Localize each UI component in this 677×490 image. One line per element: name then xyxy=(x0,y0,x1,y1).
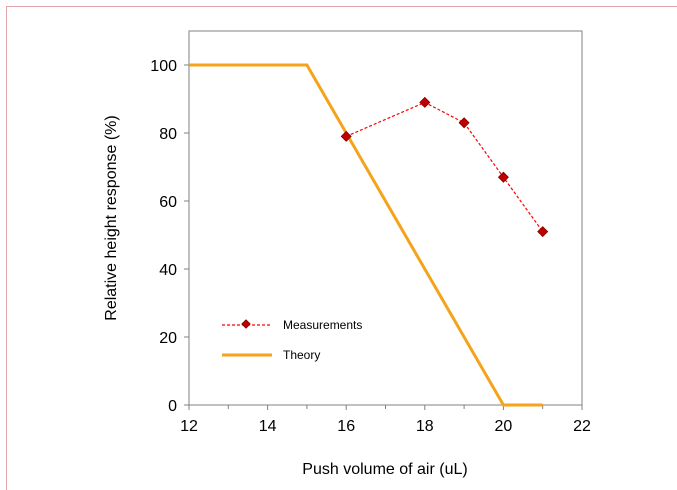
x-tick-label: 12 xyxy=(180,418,198,435)
series-theory-line xyxy=(189,63,543,407)
measurement-point xyxy=(497,171,509,183)
x-axis-title: Push volume of air (uL) xyxy=(302,461,467,478)
chart-frame xyxy=(6,6,677,490)
y-axis-title: Relative height response (%) xyxy=(103,115,120,320)
legend-theory-label: Theory xyxy=(283,348,320,362)
x-tick-label: 20 xyxy=(495,418,513,435)
x-tick-label: 22 xyxy=(573,418,591,435)
legend-measurements-label: Measurements xyxy=(283,318,362,332)
measurement-point xyxy=(340,130,352,142)
measurement-point xyxy=(537,226,549,238)
y-tick-label: 80 xyxy=(159,126,177,143)
series-measurements-line xyxy=(345,101,544,232)
measurement-point xyxy=(458,117,470,129)
series-layer xyxy=(189,63,549,407)
plot-area xyxy=(188,30,583,406)
y-tick-label: 40 xyxy=(159,262,177,279)
x-tick-label: 18 xyxy=(416,418,434,435)
x-tick-label: 16 xyxy=(337,418,355,435)
y-tick-label: 0 xyxy=(168,398,177,415)
x-tick-label: 14 xyxy=(259,418,277,435)
y-tick-label: 60 xyxy=(159,194,177,211)
y-tick-label: 100 xyxy=(150,58,177,75)
y-tick-label: 20 xyxy=(159,330,177,347)
tick-labels: 12 14 16 18 20 22 0 20 40 60 80 100 xyxy=(150,58,591,435)
measurement-point xyxy=(419,96,431,108)
legend-measurements-marker xyxy=(241,319,251,329)
tick-marks xyxy=(184,64,583,410)
legend: Measurements Theory xyxy=(222,318,362,362)
